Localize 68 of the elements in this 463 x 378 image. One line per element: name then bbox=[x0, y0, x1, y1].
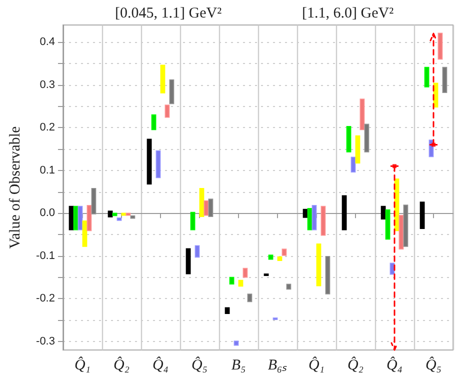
bar bbox=[204, 200, 209, 216]
y-tick-label: -0.1 bbox=[36, 250, 55, 262]
bar bbox=[146, 138, 152, 184]
bar bbox=[238, 280, 244, 287]
x-tick-label: Q̂₂ bbox=[113, 356, 130, 374]
bar bbox=[229, 276, 234, 285]
bar bbox=[355, 135, 360, 164]
bar bbox=[234, 340, 239, 346]
bar bbox=[199, 188, 204, 217]
bar bbox=[268, 254, 274, 260]
bar bbox=[380, 206, 386, 220]
bar bbox=[282, 248, 287, 256]
bar bbox=[442, 66, 448, 93]
text: [0.045, 1.1] GeV² bbox=[115, 6, 222, 22]
bar bbox=[186, 248, 191, 274]
y-tick-label: 0.4 bbox=[40, 36, 55, 48]
bar bbox=[164, 104, 170, 118]
bar bbox=[277, 256, 282, 262]
y-tick-label: 0.2 bbox=[40, 122, 55, 134]
bar bbox=[316, 244, 322, 286]
bar bbox=[325, 256, 330, 294]
bar bbox=[360, 98, 365, 130]
y-tick-label: -0.2 bbox=[36, 292, 55, 305]
y-tick-label: 0.1 bbox=[40, 164, 55, 176]
y-tick-label: 0.0 bbox=[40, 207, 55, 220]
bar bbox=[307, 208, 312, 230]
bar bbox=[312, 205, 317, 230]
x-tick-label: Q̂₅ bbox=[425, 356, 442, 374]
bar bbox=[286, 284, 292, 290]
bar bbox=[78, 206, 83, 230]
bar bbox=[420, 202, 425, 229]
bar bbox=[350, 156, 356, 173]
x-tick-label: Q̂₅ bbox=[191, 356, 208, 374]
text: [1.1, 6.0] GeV² bbox=[302, 6, 394, 22]
bar bbox=[424, 66, 430, 88]
bar bbox=[68, 206, 74, 230]
bar bbox=[346, 126, 352, 152]
bar bbox=[116, 217, 122, 221]
x-tick-label: Q̂₁ bbox=[308, 356, 325, 374]
bar bbox=[194, 245, 200, 258]
x-tick-label: Q̂₄ bbox=[386, 356, 403, 374]
bar bbox=[247, 294, 252, 302]
bar bbox=[108, 210, 113, 218]
bar bbox=[385, 209, 390, 240]
x-tick-label: Q̂₂ bbox=[347, 356, 364, 374]
bar bbox=[320, 206, 326, 236]
y-tick-label: 0.3 bbox=[40, 78, 55, 91]
bar bbox=[364, 124, 370, 152]
bar bbox=[438, 32, 443, 60]
y-axis-title: Value of Observable bbox=[8, 126, 24, 249]
bar bbox=[82, 220, 88, 247]
bar bbox=[224, 307, 230, 314]
x-tick-label: Q̂₄ bbox=[152, 356, 169, 374]
y-tick-label: -0.3 bbox=[36, 335, 55, 348]
bar bbox=[242, 268, 248, 278]
bar bbox=[73, 206, 78, 230]
bar bbox=[160, 64, 166, 94]
bar bbox=[190, 212, 196, 230]
bar bbox=[86, 205, 92, 232]
bar bbox=[302, 208, 308, 218]
bar bbox=[342, 195, 347, 230]
bar bbox=[156, 150, 161, 178]
x-tick-label: B₅ bbox=[231, 358, 246, 374]
bar bbox=[169, 79, 174, 104]
bar bbox=[151, 114, 156, 130]
x-tick-label: Q̂₁ bbox=[74, 356, 91, 374]
bar bbox=[398, 214, 404, 250]
x-tick-label: B₆ₛ bbox=[268, 358, 288, 374]
